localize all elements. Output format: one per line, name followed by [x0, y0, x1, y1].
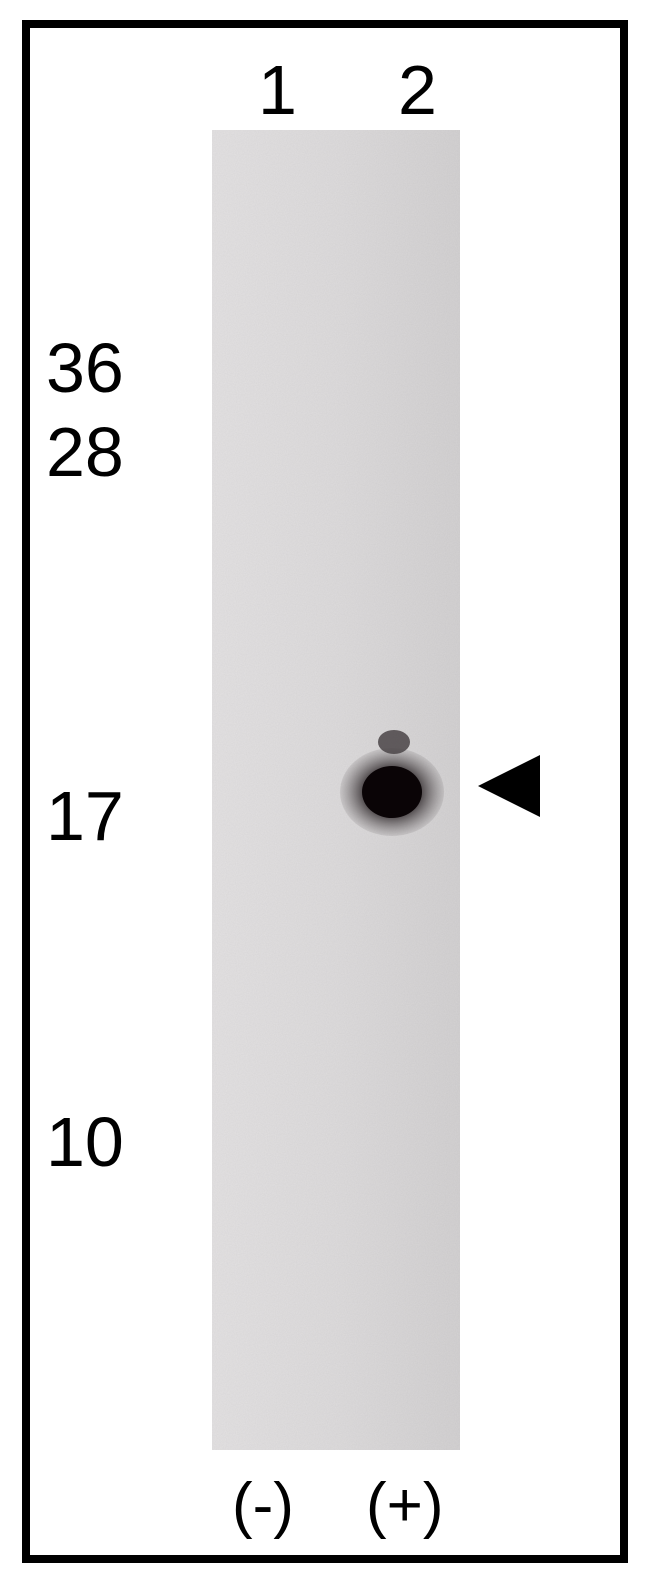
mw-label-17: 17 — [46, 776, 124, 856]
bottom-label-pos: (+) — [366, 1470, 444, 1541]
mw-label-28: 28 — [46, 412, 124, 492]
mw-label-36: 36 — [46, 328, 124, 408]
lane-label-1: 1 — [258, 50, 297, 130]
bottom-label-neg: (-) — [232, 1470, 294, 1541]
lane-label-2: 2 — [398, 50, 437, 130]
blot-strip — [212, 130, 460, 1450]
mw-label-10: 10 — [46, 1102, 124, 1182]
band-arrow-icon — [478, 755, 550, 827]
